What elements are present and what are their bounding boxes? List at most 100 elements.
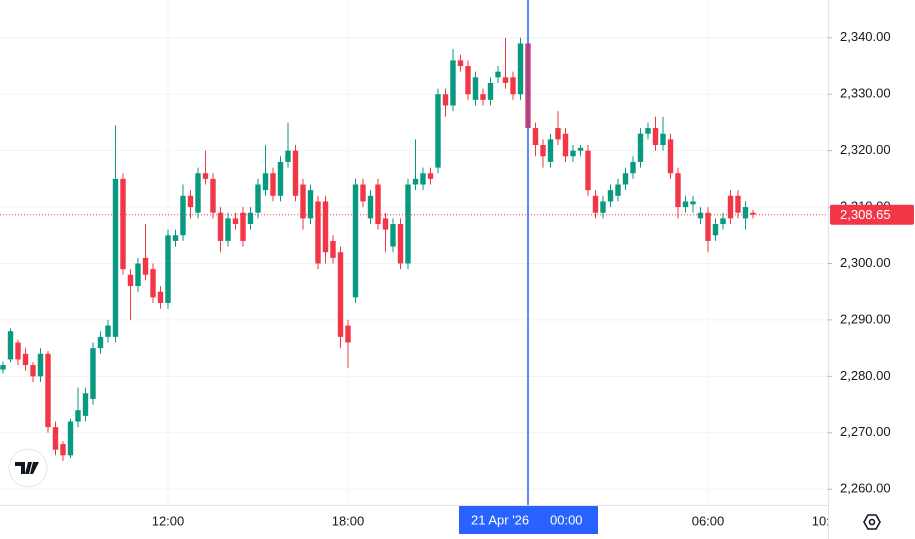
- candle-body: [465, 66, 471, 95]
- candle-body: [150, 269, 156, 298]
- candle-body: [487, 82, 494, 100]
- candle-body: [600, 201, 606, 213]
- candle-body: [15, 342, 21, 360]
- y-tick-label: 2,280.00: [840, 368, 891, 383]
- candle-body: [690, 201, 696, 205]
- candle-body: [592, 195, 599, 213]
- last-price-box: [830, 204, 914, 225]
- candle-body: [82, 393, 89, 416]
- candle-body: [660, 133, 666, 146]
- candle-body: [532, 128, 539, 146]
- candle-body: [375, 184, 381, 225]
- price-axis: 2,260.00 2,270.00 2,280.00 2,290.00 2,300.00…: [828, 0, 914, 539]
- candle-body: [645, 128, 651, 134]
- logo-mark: [15, 462, 39, 474]
- candle-body: [705, 212, 711, 241]
- candle-body: [67, 421, 74, 456]
- candle-body: [315, 201, 321, 264]
- y-tick-label: 2,270.00: [840, 424, 891, 439]
- candle-body: [292, 150, 299, 196]
- candle-body: [390, 224, 396, 247]
- candle-body: [90, 348, 96, 399]
- y-tick-label: 2,330.00: [840, 86, 891, 101]
- tradingview-logo[interactable]: [8, 448, 48, 488]
- candle-body: [240, 212, 246, 241]
- time-axis: 12:00 18:00 06:00 10:00: [0, 505, 845, 528]
- candle-body: [180, 195, 186, 236]
- candle-body: [30, 365, 36, 377]
- candle-body: [585, 150, 591, 191]
- candle-body: [277, 161, 284, 196]
- candle-body: [255, 184, 261, 213]
- candle-body: [675, 173, 681, 208]
- candle-body: [742, 207, 749, 219]
- candle-body: [165, 235, 171, 303]
- candle-body: [480, 94, 486, 100]
- candle-body: [442, 94, 449, 106]
- candle-body: [45, 353, 51, 428]
- candle-body: [502, 77, 509, 83]
- candle-body: [450, 60, 456, 106]
- x-tick-label: 12:00: [152, 513, 185, 528]
- candle-body: [412, 178, 419, 185]
- candle-body: [630, 161, 636, 174]
- x-tick-label: 10:00: [812, 513, 845, 528]
- candle-body: [322, 201, 329, 253]
- candle-body: [405, 184, 411, 264]
- candle-body: [750, 212, 756, 215]
- candle-body: [97, 336, 104, 349]
- candle-body: [195, 173, 201, 213]
- candle-body: [337, 252, 344, 337]
- candle-body: [135, 263, 141, 287]
- settings-button[interactable]: [863, 514, 881, 530]
- candle-body: [232, 218, 239, 225]
- candle-body: [570, 150, 576, 157]
- candle-body: [37, 353, 44, 377]
- candle-body: [187, 195, 194, 208]
- candle-body: [345, 325, 351, 343]
- y-tick-label: 2,320.00: [840, 142, 891, 157]
- candle-body: [285, 150, 291, 162]
- candle-body: [307, 190, 314, 219]
- crosshair-date: 21 Apr '26: [471, 512, 529, 527]
- candle-body: [495, 71, 501, 78]
- candle-body: [637, 133, 644, 162]
- candle-body: [720, 218, 726, 225]
- candle-body: [172, 235, 179, 241]
- candle-body: [360, 184, 366, 202]
- settings-icon-center: [868, 518, 876, 526]
- candle-body: [330, 240, 336, 258]
- candle-body: [397, 224, 404, 264]
- candle-body: [735, 195, 741, 213]
- candle-body: [517, 43, 524, 95]
- candle-body: [667, 139, 674, 174]
- candle-body: [120, 178, 126, 270]
- candle-body: [472, 77, 479, 100]
- candle-body: [210, 178, 216, 213]
- candle-body: [225, 218, 231, 241]
- candle-body: [727, 195, 734, 219]
- overlay: 21 Apr '26 00:00: [0, 0, 828, 534]
- candle-body: [142, 257, 149, 275]
- candle-body: [247, 212, 254, 225]
- candle-body: [427, 173, 434, 179]
- y-tick-label: 2,260.00: [840, 481, 891, 496]
- candle-body: [540, 145, 546, 157]
- candle-body: [420, 173, 426, 185]
- y-tick-label: 2,290.00: [840, 311, 891, 326]
- candle-body: [112, 178, 119, 337]
- candle-body: [712, 224, 719, 236]
- candle-body: [555, 128, 561, 140]
- candle-body: [75, 410, 81, 422]
- candle-body: [157, 291, 164, 303]
- crosshair-time: 00:00: [550, 512, 583, 527]
- candle-body: [300, 184, 306, 219]
- candle-body: [60, 444, 66, 456]
- candle-body: [105, 325, 111, 337]
- candle-body: [262, 173, 269, 191]
- x-tick-label: 18:00: [332, 513, 365, 528]
- candle-body: [615, 184, 621, 196]
- candle-body: [52, 427, 59, 450]
- candle-body: [652, 128, 659, 146]
